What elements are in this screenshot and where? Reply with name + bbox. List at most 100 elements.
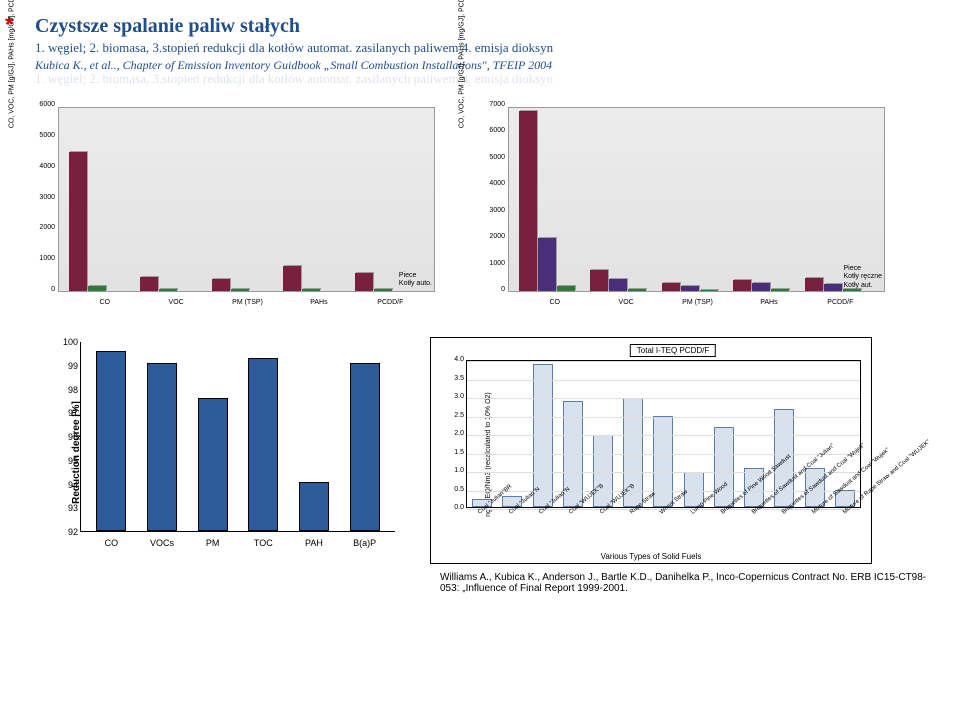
y-tick: 1000 <box>30 255 55 262</box>
plot-area: COVOCPM (TSP)PAHsPCDD/F <box>508 107 885 292</box>
y-tick: 0 <box>480 286 505 293</box>
y-tick: 2.5 <box>446 412 464 419</box>
x-label: Mixture of Rape Straw and Coal "WUJEK" <box>842 506 874 542</box>
y-tick: 4.0 <box>446 356 464 363</box>
legend: PieceKotły ręczneKotły aut. <box>843 265 882 290</box>
y-tick: 2.0 <box>446 430 464 437</box>
x-label: VOC <box>619 299 634 306</box>
x-label: PAHs <box>760 299 777 306</box>
x-label: Lump Pine Wood <box>690 506 722 542</box>
x-label: Coal "WUJEK"B <box>599 506 631 542</box>
y-tick: 4000 <box>30 163 55 170</box>
x-label: VOC <box>169 299 184 306</box>
x-label: CO <box>99 299 110 306</box>
bar <box>88 286 106 291</box>
y-tick: 100 <box>58 337 78 347</box>
bars-container: COVOCPM (TSP)PAHsPCDD/F <box>509 108 884 291</box>
top-charts-row: CO, VOC, PM [g/GJ], PAHs [mg/GJ], PCDD/F… <box>20 97 940 322</box>
y-tick: 2000 <box>480 233 505 240</box>
bar: B(a)P <box>350 363 380 531</box>
y-tick: 0 <box>30 286 55 293</box>
x-label: VOCs <box>150 538 174 548</box>
bar <box>302 289 320 291</box>
x-label: Briquettes of Pine Wood Sawdust <box>720 506 752 542</box>
bar-group: PAHs <box>733 280 804 291</box>
reduction-chart: Reduction degree [%] COVOCsPMTOCPAHB(a)P… <box>50 337 400 557</box>
x-label: Coal "Julian"BR <box>477 506 509 542</box>
bar-group: CO <box>69 152 140 291</box>
legend-item: Piece <box>399 272 432 280</box>
x-label: CO <box>549 299 560 306</box>
bar-group: PM (TSP) <box>212 279 283 291</box>
bar <box>824 284 842 291</box>
chart-3d-left: CO, VOC, PM [g/GJ], PAHs [mg/GJ], PCDD/F… <box>20 97 440 322</box>
bar <box>283 266 301 291</box>
legend: PieceKotły auto. <box>399 272 432 289</box>
x-labels: Coal "Julian"BRCoal "Julian"NCoal "Julia… <box>466 511 861 551</box>
bar: VOCs <box>147 363 177 531</box>
x-label: PCDD/F <box>827 299 853 306</box>
shadow-text: 1. węgiel; 2. biomasa, 3.stopień redukcj… <box>35 71 940 87</box>
y-tick: 3.0 <box>446 393 464 400</box>
y-tick: 0.5 <box>446 486 464 493</box>
bar <box>733 280 751 291</box>
bar: TOC <box>248 358 278 531</box>
y-tick: 4000 <box>480 180 505 187</box>
bars-container: COVOCPM (TSP)PAHsPCDD/F <box>59 108 434 291</box>
y-tick: 98 <box>58 385 78 395</box>
x-label: Briquettes of Sawdust and Coal "Julian" <box>751 506 783 542</box>
bar <box>374 289 392 291</box>
bar <box>231 289 249 291</box>
bar <box>771 289 789 291</box>
y-axis-label: CO, VOC, PM [g/GJ], PAHs [mg/GJ], PCDD/F… <box>9 0 16 128</box>
chart-title: Total I-TEQ PCDD/F <box>630 344 716 357</box>
bar <box>700 290 718 291</box>
x-label: Mixture of Sawdust and Coal "Wujek" <box>811 506 843 542</box>
x-label: PM <box>206 538 220 548</box>
citation: Williams A., Kubica K., Anderson J., Bar… <box>440 572 940 594</box>
bar <box>609 279 627 291</box>
bar-group: PM (TSP) <box>662 283 733 291</box>
y-tick: 1.0 <box>446 467 464 474</box>
y-tick: 96 <box>58 432 78 442</box>
bar <box>159 289 177 291</box>
y-tick: 1.5 <box>446 449 464 456</box>
bar <box>752 283 770 291</box>
teq-chart: ng I-TEQ/Nm3 (recalculated to 10% O2) To… <box>430 337 872 564</box>
y-tick: 7000 <box>480 101 505 108</box>
bar <box>557 286 575 291</box>
bottom-charts-row: Reduction degree [%] COVOCsPMTOCPAHB(a)P… <box>20 337 940 564</box>
bar-group: VOC <box>590 270 661 291</box>
y-tick: 97 <box>58 408 78 418</box>
bars-container <box>467 361 860 507</box>
x-label: PAHs <box>310 299 327 306</box>
y-tick: 1000 <box>480 260 505 267</box>
x-label: Coal "WUJEK"B <box>568 506 600 542</box>
bar <box>653 416 673 507</box>
bar <box>519 111 537 291</box>
bar <box>681 286 699 291</box>
legend-item: Piece <box>843 265 882 273</box>
bar: PM <box>198 398 228 531</box>
y-axis-label: CO, VOC, PM [g/GJ], PAHs [mg/GJ], PCDD/F… <box>459 0 466 128</box>
y-tick: 3.5 <box>446 375 464 382</box>
bar <box>662 283 680 291</box>
bar <box>140 277 158 291</box>
x-label: Coal "Julian"N <box>538 506 570 542</box>
bar <box>628 289 646 291</box>
x-label: Briquettes of Sawdust and Coal "Wujek" <box>781 506 813 542</box>
bars-container: COVOCsPMTOCPAHB(a)P <box>81 342 395 531</box>
y-tick: 93 <box>58 503 78 513</box>
y-tick: 2000 <box>30 224 55 231</box>
y-tick: 92 <box>58 527 78 537</box>
x-label: PM (TSP) <box>232 299 263 306</box>
plot-area <box>466 360 861 508</box>
x-label: CO <box>105 538 119 548</box>
legend-item: Kotły aut. <box>843 282 882 290</box>
y-tick: 3000 <box>480 207 505 214</box>
bar-group: VOC <box>140 277 211 291</box>
bar-group: CO <box>519 111 590 291</box>
y-tick: 6000 <box>30 101 55 108</box>
y-tick: 0.0 <box>446 504 464 511</box>
x-label: PAH <box>305 538 323 548</box>
